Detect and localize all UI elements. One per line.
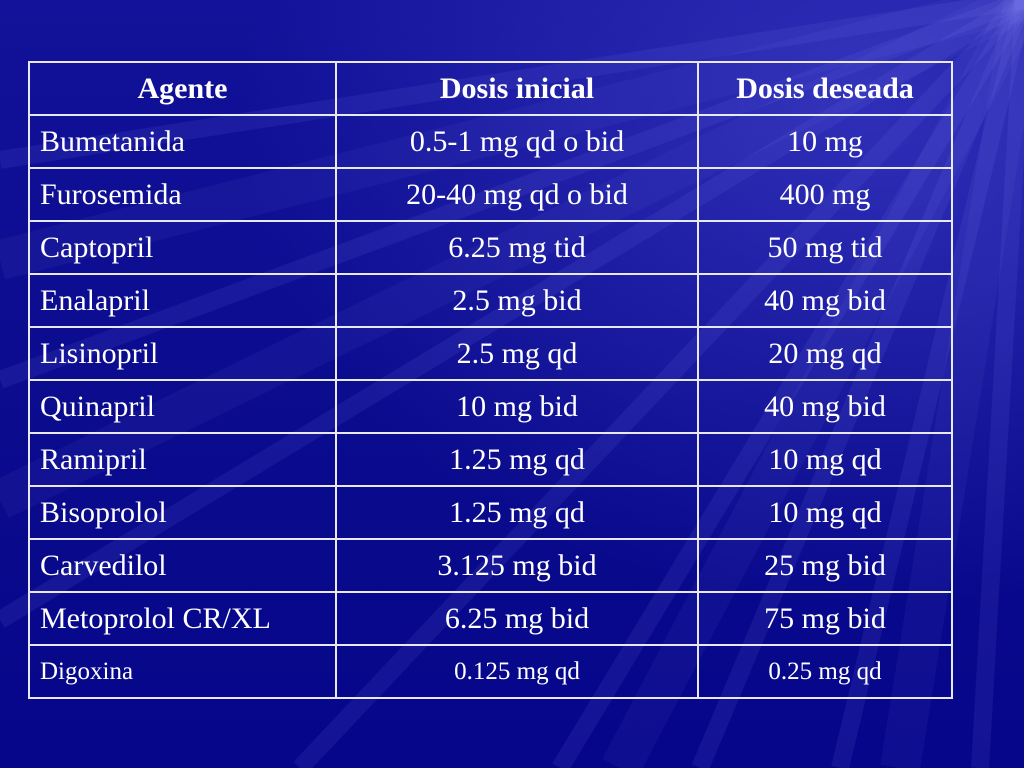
- agent-cell: Furosemida: [28, 167, 337, 222]
- initial-dose-cell: 3.125 mg bid: [335, 538, 699, 593]
- initial-dose-cell: 10 mg bid: [335, 379, 699, 434]
- agent-cell: Carvedilol: [28, 538, 337, 593]
- table-row: Bisoprolol 1.25 mg qd 10 mg qd: [28, 485, 953, 540]
- dose-table-container: Agente Dosis inicial Dosis deseada Bumet…: [28, 61, 953, 699]
- initial-dose-cell: 0.5-1 mg qd o bid: [335, 114, 699, 169]
- table-row: Carvedilol 3.125 mg bid 25 mg bid: [28, 538, 953, 593]
- header-dosis-inicial: Dosis inicial: [335, 61, 699, 116]
- header-dosis-deseada: Dosis deseada: [697, 61, 953, 116]
- dose-table: Agente Dosis inicial Dosis deseada Bumet…: [28, 61, 953, 699]
- target-dose-cell: 10 mg qd: [697, 432, 953, 487]
- agent-cell: Lisinopril: [28, 326, 337, 381]
- agent-cell: Metoprolol CR/XL: [28, 591, 337, 646]
- table-row: Quinapril 10 mg bid 40 mg bid: [28, 379, 953, 434]
- initial-dose-cell: 6.25 mg bid: [335, 591, 699, 646]
- agent-cell: Quinapril: [28, 379, 337, 434]
- header-agente: Agente: [28, 61, 337, 116]
- target-dose-cell: 10 mg qd: [697, 485, 953, 540]
- agent-cell: Captopril: [28, 220, 337, 275]
- target-dose-cell: 50 mg tid: [697, 220, 953, 275]
- table-row: Lisinopril 2.5 mg qd 20 mg qd: [28, 326, 953, 381]
- target-dose-cell: 20 mg qd: [697, 326, 953, 381]
- initial-dose-cell: 2.5 mg qd: [335, 326, 699, 381]
- target-dose-cell: 40 mg bid: [697, 379, 953, 434]
- target-dose-cell: 75 mg bid: [697, 591, 953, 646]
- initial-dose-cell: 2.5 mg bid: [335, 273, 699, 328]
- initial-dose-cell: 1.25 mg qd: [335, 485, 699, 540]
- agent-cell: Ramipril: [28, 432, 337, 487]
- table-row: Furosemida 20-40 mg qd o bid 400 mg: [28, 167, 953, 222]
- table-row: Metoprolol CR/XL 6.25 mg bid 75 mg bid: [28, 591, 953, 646]
- table-row: Ramipril 1.25 mg qd 10 mg qd: [28, 432, 953, 487]
- table-row: Enalapril 2.5 mg bid 40 mg bid: [28, 273, 953, 328]
- initial-dose-cell: 20-40 mg qd o bid: [335, 167, 699, 222]
- agent-cell: Bisoprolol: [28, 485, 337, 540]
- target-dose-cell: 10 mg: [697, 114, 953, 169]
- target-dose-cell: 25 mg bid: [697, 538, 953, 593]
- target-dose-cell: 400 mg: [697, 167, 953, 222]
- agent-cell: Digoxina: [28, 644, 337, 699]
- agent-cell: Enalapril: [28, 273, 337, 328]
- target-dose-cell: 0.25 mg qd: [697, 644, 953, 699]
- agent-cell: Bumetanida: [28, 114, 337, 169]
- initial-dose-cell: 0.125 mg qd: [335, 644, 699, 699]
- target-dose-cell: 40 mg bid: [697, 273, 953, 328]
- initial-dose-cell: 1.25 mg qd: [335, 432, 699, 487]
- table-row: Bumetanida 0.5-1 mg qd o bid 10 mg: [28, 114, 953, 169]
- table-header-row: Agente Dosis inicial Dosis deseada: [28, 61, 953, 116]
- table-row: Captopril 6.25 mg tid 50 mg tid: [28, 220, 953, 275]
- table-row: Digoxina 0.125 mg qd 0.25 mg qd: [28, 644, 953, 699]
- initial-dose-cell: 6.25 mg tid: [335, 220, 699, 275]
